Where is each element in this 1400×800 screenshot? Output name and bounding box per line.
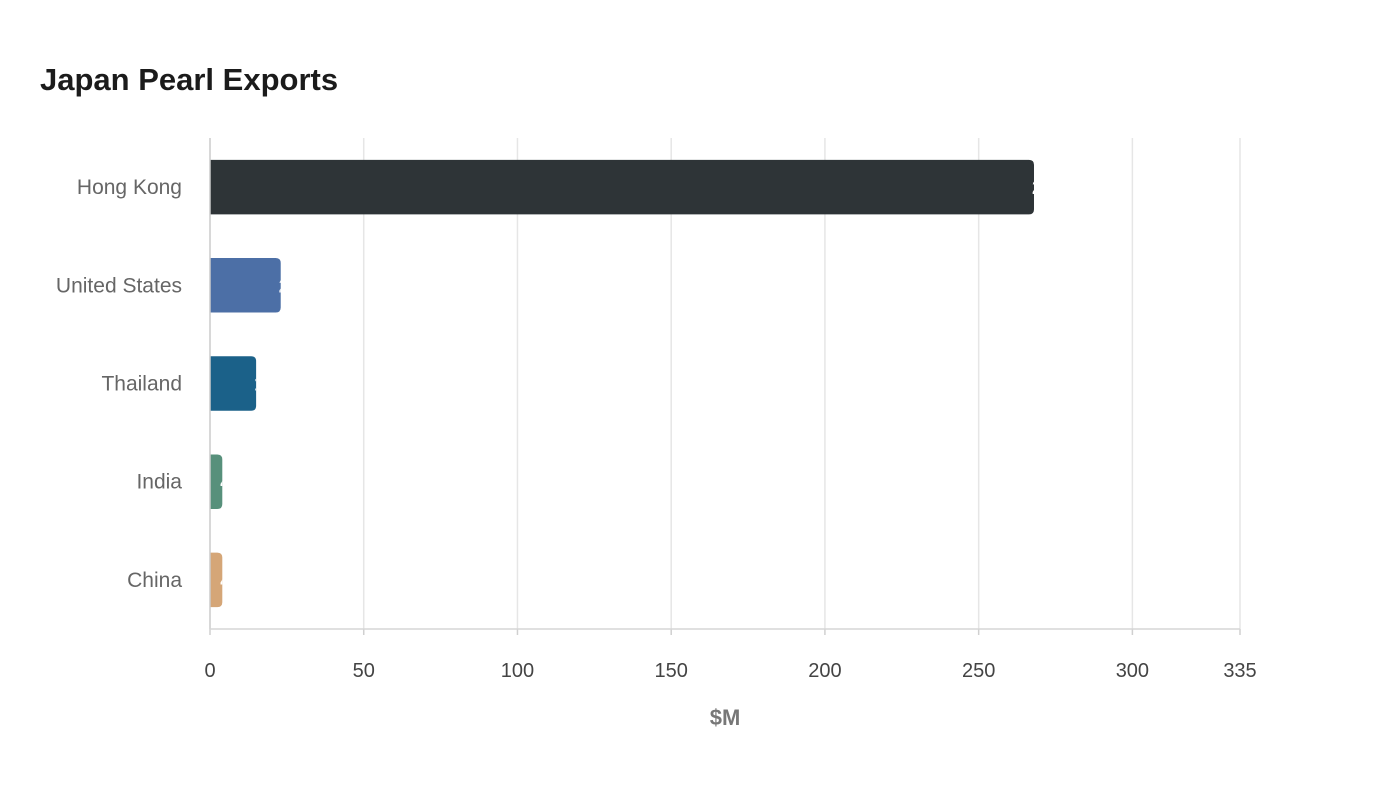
- y-category-label: India: [136, 471, 182, 494]
- x-tick-label: 250: [962, 660, 995, 682]
- bar-value-label: 268: [1032, 178, 1064, 199]
- bar-china: [210, 552, 223, 608]
- x-tick-label: 335: [1223, 660, 1256, 682]
- x-tick-label: 300: [1116, 660, 1149, 682]
- chart-title: Japan Pearl Exports: [40, 62, 339, 97]
- y-category-label: China: [127, 569, 182, 592]
- gridlines: [362, 138, 1241, 629]
- bar-value-label: 4: [220, 473, 231, 494]
- bar-united-states: [210, 258, 281, 313]
- bar-value-label: 23: [279, 276, 300, 297]
- x-tick-label: 50: [353, 660, 375, 682]
- x-tick-label: 0: [204, 660, 215, 682]
- x-axis-title: $M: [710, 705, 741, 730]
- y-category-label: Thailand: [101, 373, 182, 396]
- y-category-label: Hong Kong: [77, 176, 182, 199]
- labels: 0 50 100 150 200 250 300 335 Hong Kong United Sta…: [56, 176, 1257, 682]
- bar-india: [210, 454, 223, 509]
- y-category-label: United States: [56, 274, 182, 297]
- axes: [209, 138, 1241, 635]
- bar-hong-kong: [210, 159, 1034, 215]
- x-tick-label: 100: [501, 660, 534, 682]
- x-tick-label: 150: [655, 660, 688, 682]
- x-tick-label: 200: [808, 660, 841, 682]
- bar-value-label: 15: [254, 375, 276, 396]
- bar-value-label: 4: [220, 571, 231, 592]
- bars: 268 23 15 4 4: [210, 159, 1064, 608]
- bar-thailand: [210, 356, 257, 411]
